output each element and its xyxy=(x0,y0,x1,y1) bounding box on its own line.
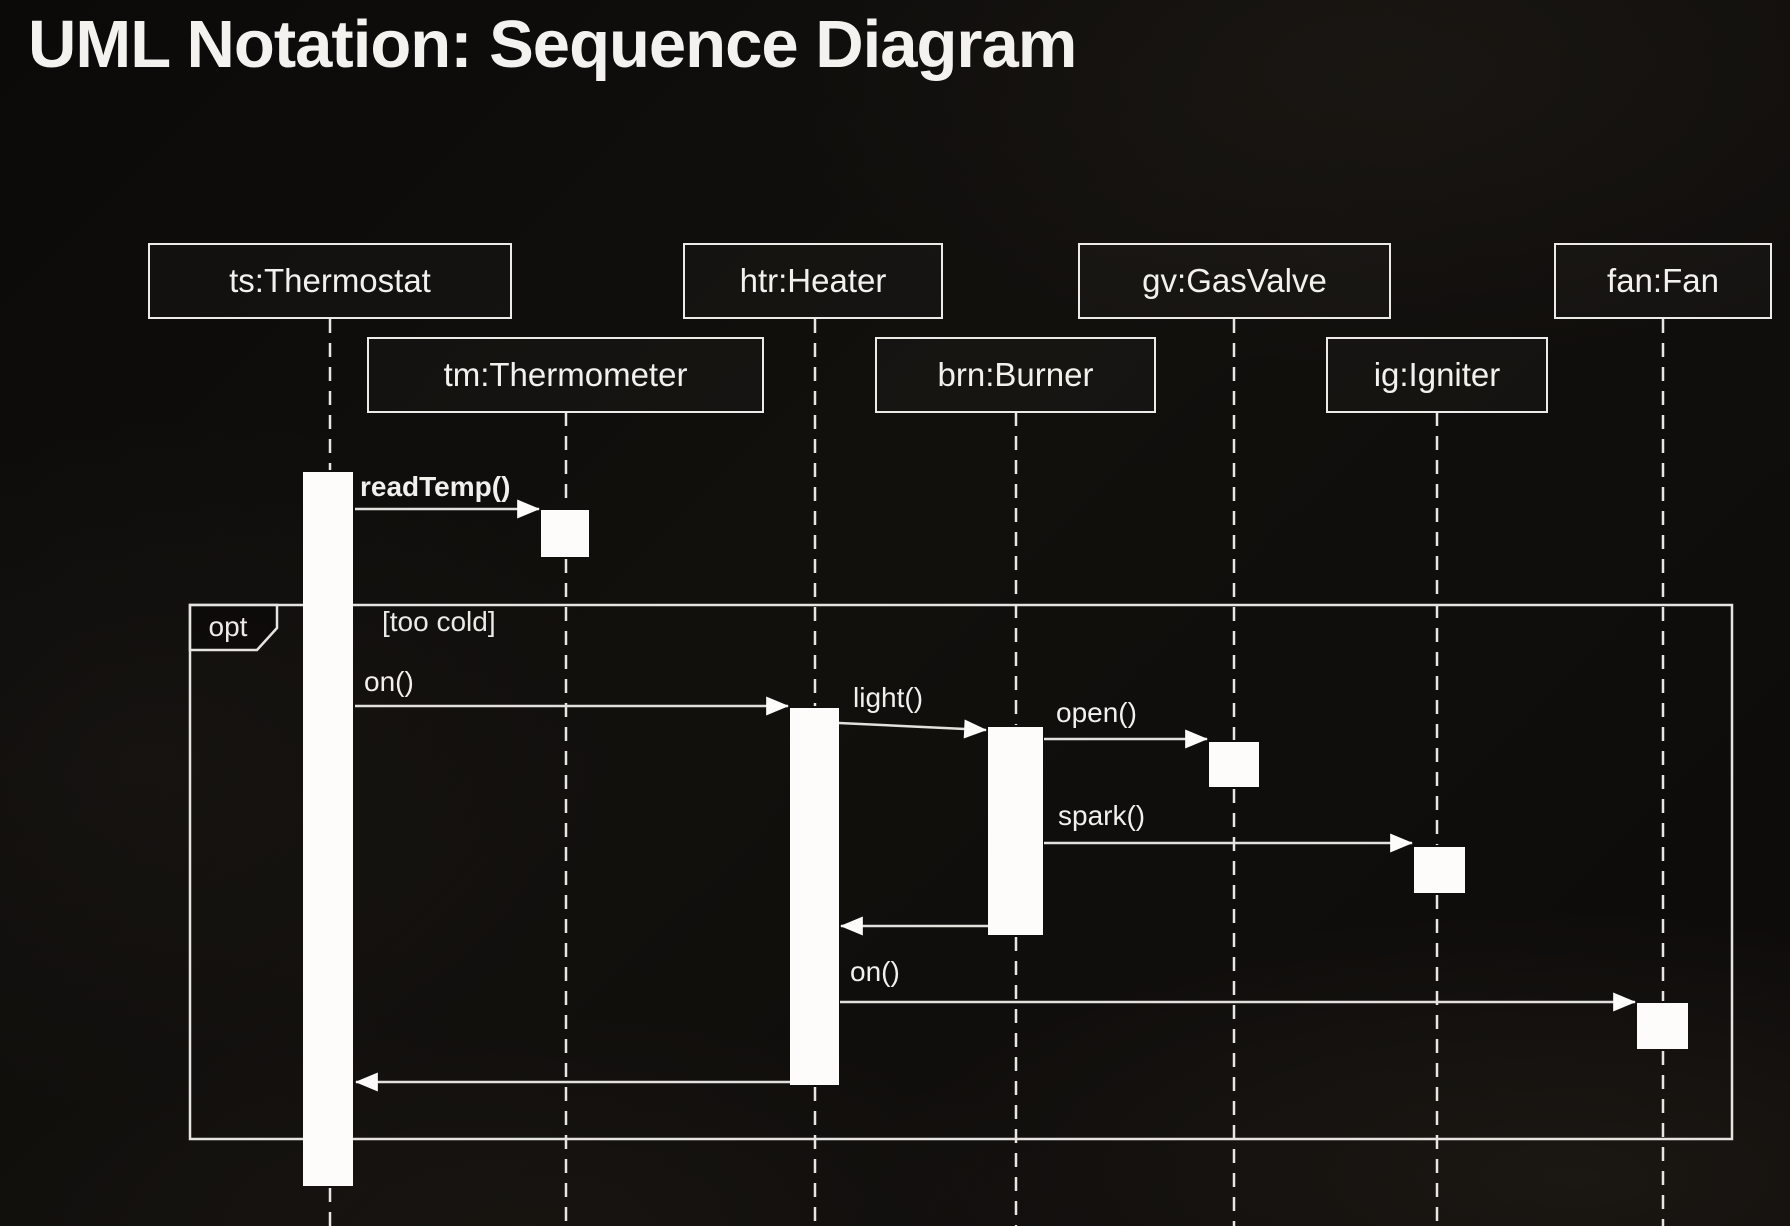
message-label-light: light() xyxy=(853,682,924,713)
arrow-light xyxy=(838,719,987,739)
slide-title: UML Notation: Sequence Diagram xyxy=(28,7,1077,82)
message-label-open: open() xyxy=(1056,697,1137,728)
opt-operator-label: opt xyxy=(208,611,248,642)
activation-tm xyxy=(541,510,589,557)
lifeline-label-brn: brn:Burner xyxy=(937,356,1094,393)
message-label-on-heater: on() xyxy=(364,666,414,697)
lifeline-label-ts: ts:Thermostat xyxy=(229,262,431,299)
lifeline-head-tm: tm:Thermometer xyxy=(367,337,764,413)
lifeline-head-ig: ig:Igniter xyxy=(1326,337,1548,413)
guard-label: [too cold] xyxy=(382,606,496,637)
activation-htr xyxy=(790,708,839,1085)
activation-brn xyxy=(988,727,1043,935)
lifeline-head-ts: ts:Thermostat xyxy=(148,243,512,319)
lifeline-head-gv: gv:GasValve xyxy=(1078,243,1391,319)
activation-ig xyxy=(1414,847,1465,893)
opt-operator-pentagon xyxy=(188,603,279,652)
message-label-on-fan: on() xyxy=(850,956,900,987)
lifeline-label-htr: htr:Heater xyxy=(739,262,887,299)
lifeline-label-ig: ig:Igniter xyxy=(1373,356,1501,393)
lifeline-label-gv: gv:GasValve xyxy=(1142,262,1327,299)
opt-fragment-border xyxy=(188,603,1734,1141)
lifeline-label-fan: fan:Fan xyxy=(1607,262,1719,299)
lifeline-head-htr: htr:Heater xyxy=(683,243,943,319)
activation-fan xyxy=(1637,1003,1688,1049)
lifeline-head-brn: brn:Burner xyxy=(875,337,1156,413)
lifeline-label-tm: tm:Thermometer xyxy=(443,356,688,393)
lifeline-head-fan: fan:Fan xyxy=(1554,243,1772,319)
activation-gv xyxy=(1209,742,1259,787)
message-label-spark: spark() xyxy=(1058,800,1146,831)
message-label-readtemp: readTemp() xyxy=(360,471,511,502)
activation-ts xyxy=(303,472,353,1186)
